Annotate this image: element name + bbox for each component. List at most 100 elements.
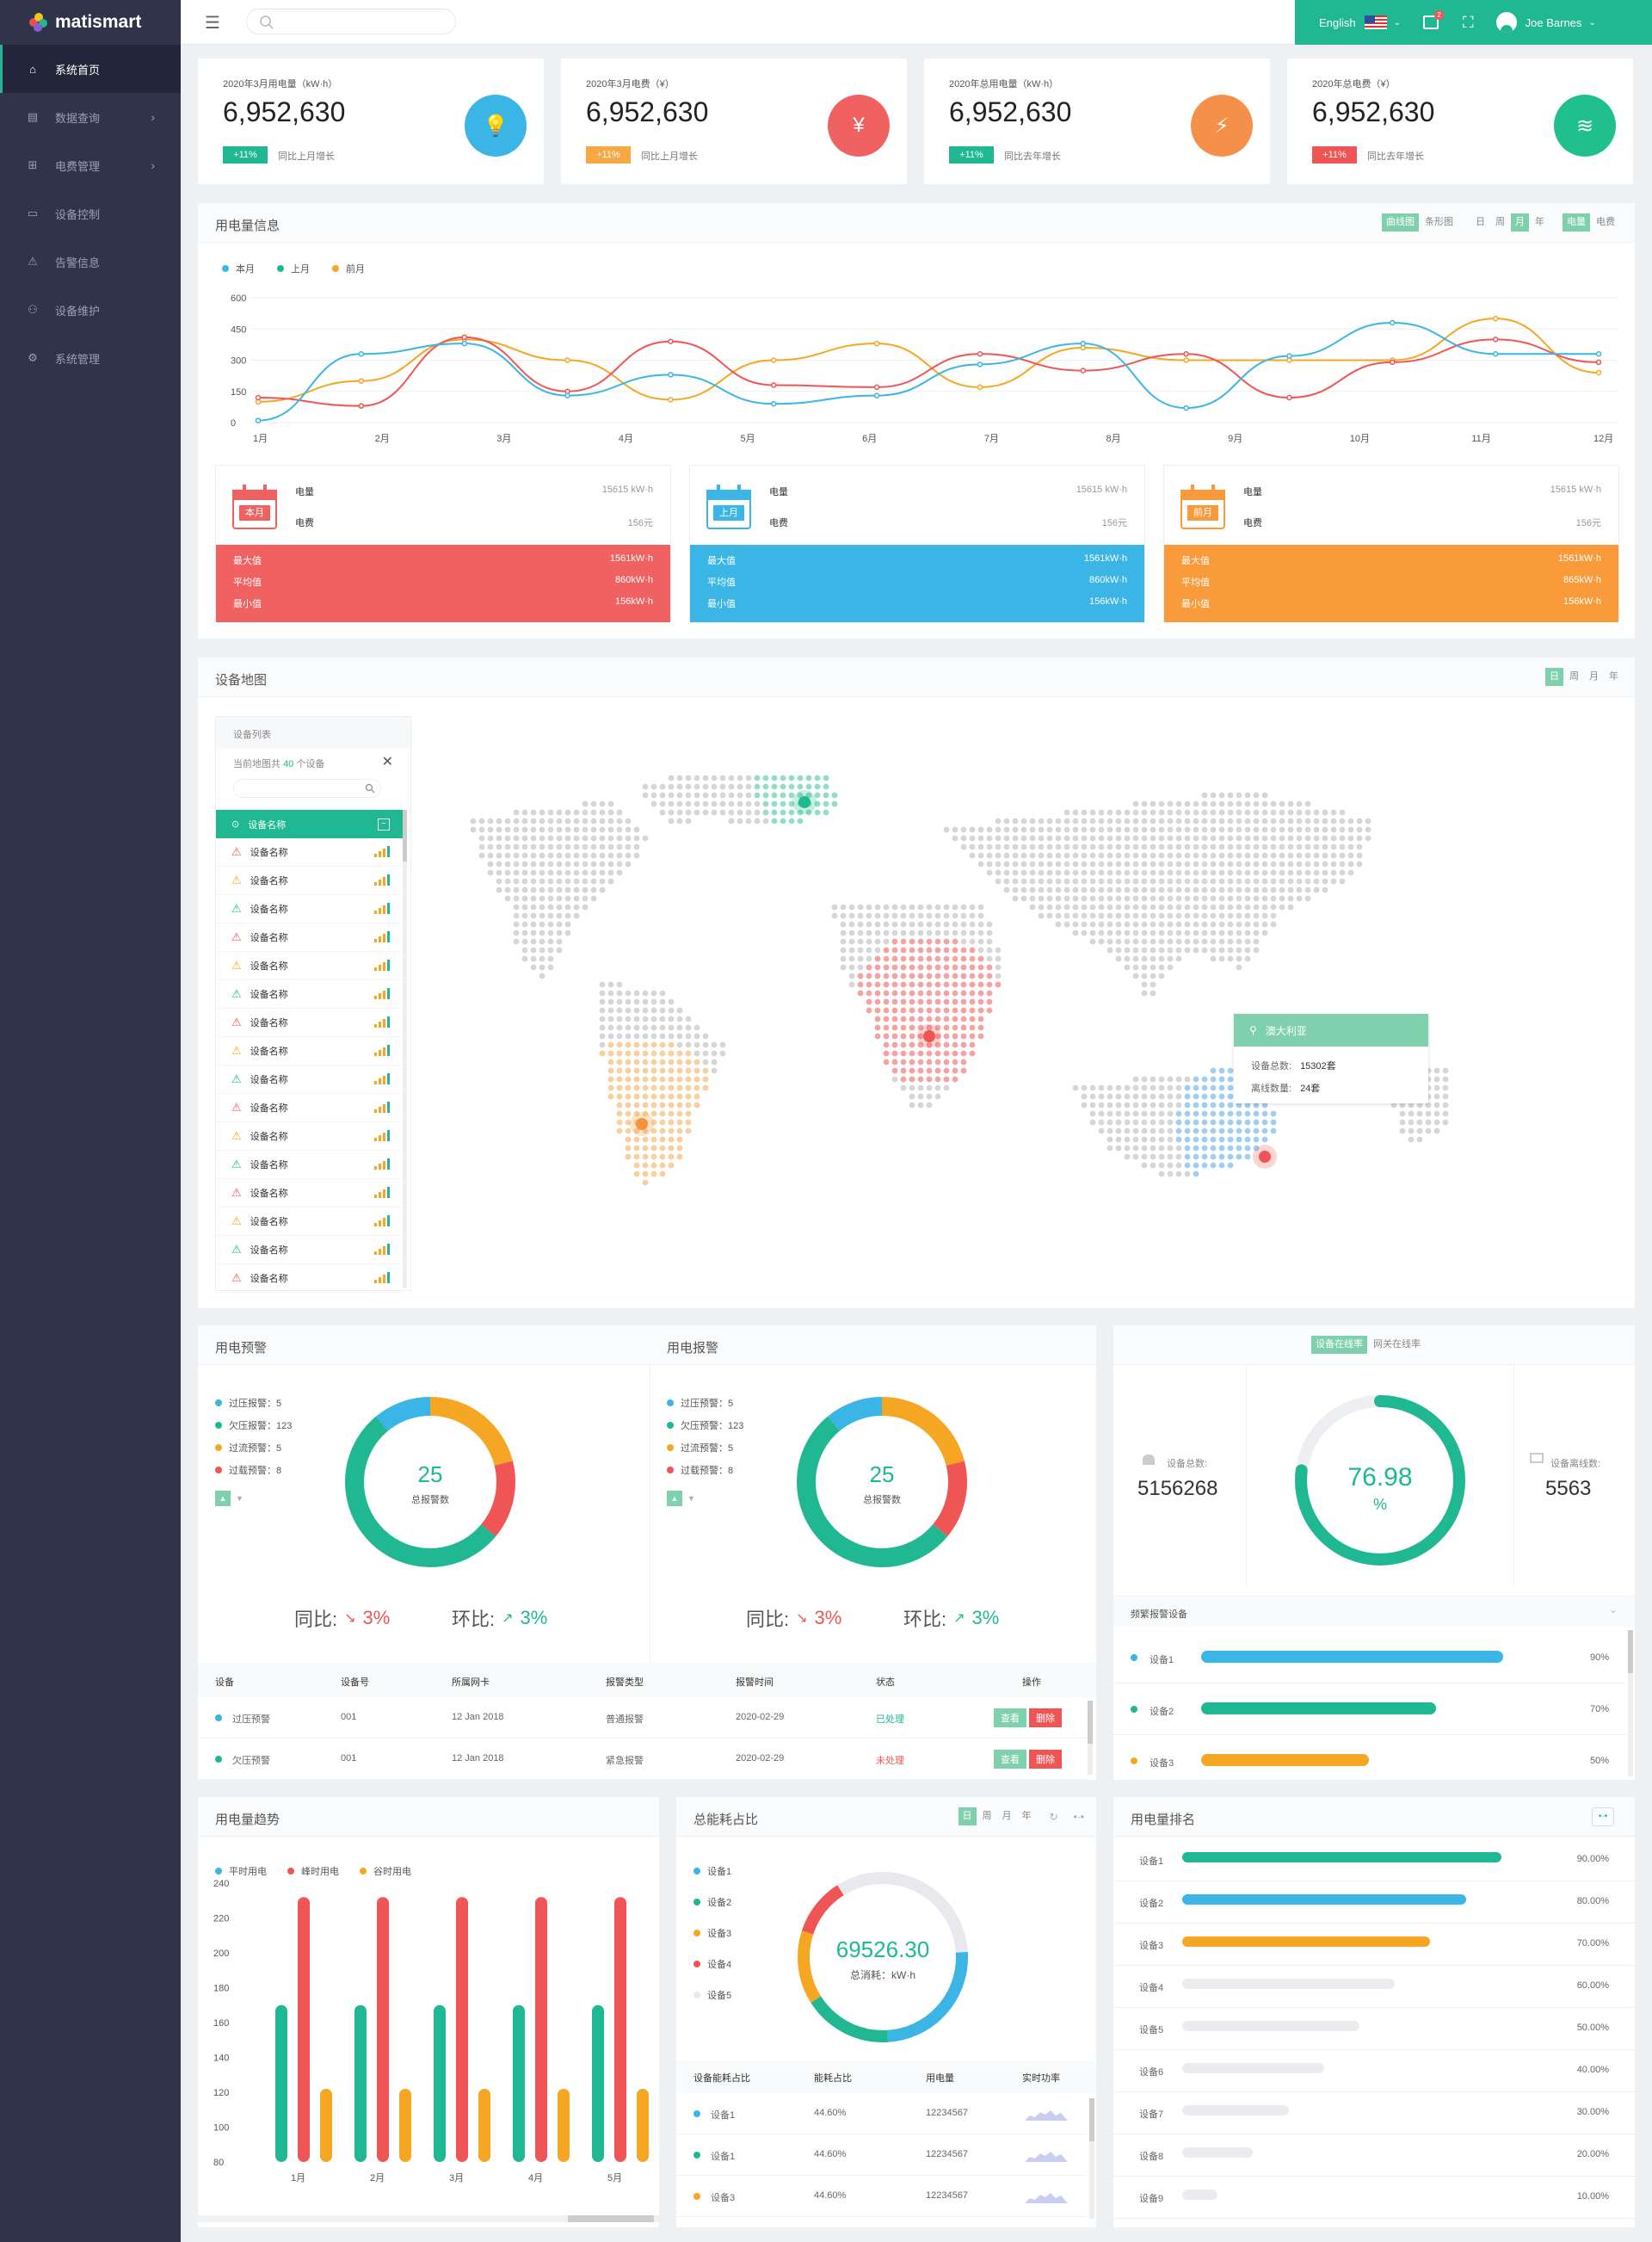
energy-scrollbar[interactable] — [1089, 2098, 1094, 2219]
map-dot — [952, 964, 959, 971]
tab-gateway-online[interactable]: 网关在线率 — [1373, 1339, 1421, 1350]
device-list-item[interactable]: ⚠ 设备名称 — [216, 1236, 404, 1264]
map-dot — [685, 1102, 692, 1109]
map-tab-month[interactable]: 月 — [1589, 671, 1599, 682]
notification-icon[interactable]: 2 — [1423, 10, 1445, 29]
map-dot — [1150, 930, 1156, 936]
delete-button[interactable]: 删除 — [1029, 1750, 1062, 1769]
delete-button[interactable]: 删除 — [1029, 1708, 1062, 1727]
user-chevron-icon[interactable]: ⌄ — [1588, 17, 1596, 28]
page-up-icon[interactable]: ▲ — [667, 1491, 682, 1506]
tab-bar-chart[interactable]: 条形图 — [1425, 217, 1453, 227]
device-list-item[interactable]: ⚠ 设备名称 — [216, 1009, 404, 1037]
map-dot — [1167, 1170, 1174, 1177]
map-dot — [1261, 826, 1268, 833]
map-dot — [1227, 1067, 1234, 1074]
tab-power[interactable]: 电量 — [1563, 213, 1590, 232]
device-search-input[interactable] — [233, 779, 381, 798]
chevron-down-icon[interactable]: ⌄ — [1393, 17, 1402, 28]
view-button[interactable]: 查看 — [994, 1750, 1026, 1769]
chevron-down-icon[interactable]: ⌄ — [1608, 1603, 1618, 1615]
world-dot-map[interactable] — [422, 726, 1626, 1277]
device-list-item[interactable]: ⚠ 设备名称 — [216, 1065, 404, 1094]
energy-tab-day[interactable]: 日 — [958, 1807, 977, 1825]
search-input[interactable] — [246, 9, 456, 34]
fullscreen-icon[interactable]: ⛶ — [1463, 13, 1474, 31]
map-dot — [943, 1059, 950, 1065]
sidebar-item[interactable]: ⚠ 告警信息 — [0, 238, 181, 286]
logo[interactable]: matismart — [0, 0, 181, 45]
collapse-icon[interactable]: − — [378, 818, 390, 831]
page-up-icon[interactable]: ▲ — [215, 1491, 231, 1506]
user-name[interactable]: Joe Barnes — [1525, 15, 1582, 29]
map-dot — [530, 852, 537, 859]
map-dot — [1150, 990, 1156, 997]
view-button[interactable]: 查看 — [994, 1708, 1026, 1727]
energy-tab-year[interactable]: 年 — [1021, 1811, 1032, 1821]
energy-tab-week[interactable]: 周 — [982, 1811, 992, 1821]
map-dot — [530, 921, 537, 928]
tab-device-online[interactable]: 设备在线率 — [1311, 1336, 1367, 1354]
sidebar-item[interactable]: ⚙ 系统管理 — [0, 334, 181, 382]
map-dot — [1261, 792, 1268, 799]
device-list-item[interactable]: ⚠ 设备名称 — [216, 1151, 404, 1179]
device-list-scrollbar[interactable] — [403, 810, 407, 1288]
tab-month[interactable]: 月 — [1511, 213, 1529, 232]
us-flag-icon — [1364, 15, 1387, 29]
warning-triangle-icon: ⚠ — [231, 1101, 242, 1114]
refresh-icon[interactable]: ↻ — [1049, 1810, 1058, 1823]
map-dot — [1210, 955, 1217, 962]
device-list-item[interactable]: ⚠ 设备名称 — [216, 1264, 404, 1293]
sidebar-item[interactable]: ⚇ 设备维护 — [0, 286, 181, 334]
sidebar-item[interactable]: ▭ 设备控制 — [0, 189, 181, 238]
page-down-icon[interactable]: ▼ — [687, 1494, 695, 1503]
more-icon[interactable]: •·• — [1592, 1807, 1614, 1826]
sidebar-item[interactable]: ⌂ 系统首页 — [0, 45, 181, 93]
tab-year[interactable]: 年 — [1535, 217, 1544, 227]
device-list-item[interactable]: ⚠ 设备名称 — [216, 867, 404, 895]
map-dot — [1158, 835, 1165, 842]
device-list-item[interactable]: ⚠ 设备名称 — [216, 1122, 404, 1151]
map-dot — [1227, 1110, 1234, 1117]
device-list-header[interactable]: ⊙ 设备名称 − — [216, 810, 404, 838]
device-list-item[interactable]: ⚠ 设备名称 — [216, 1207, 404, 1236]
sidebar-item[interactable]: ▤ 数据查询 › — [0, 93, 181, 141]
map-dot — [1236, 886, 1242, 893]
map-dot — [1201, 895, 1208, 902]
device-list-item[interactable]: ⚠ 设备名称 — [216, 1179, 404, 1207]
sidebar-item[interactable]: ⊞ 电费管理 › — [0, 141, 181, 189]
legend-pager[interactable]: ▲ ▼ — [215, 1491, 243, 1506]
map-dot — [1072, 1084, 1079, 1091]
map-dot — [952, 981, 959, 988]
avatar[interactable] — [1495, 12, 1517, 33]
alarm-table-scrollbar[interactable] — [1088, 1701, 1093, 1775]
device-list-item[interactable]: ⚠ 设备名称 — [216, 952, 404, 980]
device-list-item[interactable]: ⚠ 设备名称 — [216, 1094, 404, 1122]
map-dot — [1433, 1119, 1440, 1126]
device-list-item[interactable]: ⚠ 设备名称 — [216, 895, 404, 923]
map-dot — [1201, 1084, 1208, 1091]
frequent-scrollbar[interactable] — [1628, 1630, 1633, 1776]
trend-scrollbar[interactable] — [198, 2215, 659, 2222]
page-down-icon[interactable]: ▼ — [236, 1494, 243, 1503]
device-list-item[interactable]: ⚠ 设备名称 — [216, 1037, 404, 1065]
more-icon[interactable]: •·• — [1073, 1810, 1084, 1823]
tab-day[interactable]: 日 — [1476, 217, 1485, 227]
alarm-card: 12 Jan 2018 — [452, 1712, 504, 1722]
map-tab-week[interactable]: 周 — [1569, 671, 1579, 682]
map-tab-year[interactable]: 年 — [1609, 671, 1618, 682]
sparkline-icon — [1025, 2110, 1068, 2121]
device-list-item[interactable]: ⚠ 设备名称 — [216, 838, 404, 867]
legend-pager[interactable]: ▲ ▼ — [667, 1491, 695, 1506]
language-label[interactable]: English — [1319, 15, 1356, 29]
tab-week[interactable]: 周 — [1495, 217, 1505, 227]
device-list-item[interactable]: ⚠ 设备名称 — [216, 923, 404, 952]
menu-toggle-icon[interactable]: ☰ — [205, 14, 220, 33]
map-tab-day[interactable]: 日 — [1545, 668, 1563, 686]
tab-line-chart[interactable]: 曲线图 — [1382, 213, 1419, 232]
map-dot — [1012, 852, 1019, 859]
close-icon[interactable]: ✕ — [381, 755, 393, 769]
device-list-item[interactable]: ⚠ 设备名称 — [216, 980, 404, 1009]
tab-fee[interactable]: 电费 — [1596, 217, 1615, 227]
energy-tab-month[interactable]: 月 — [1002, 1811, 1012, 1821]
